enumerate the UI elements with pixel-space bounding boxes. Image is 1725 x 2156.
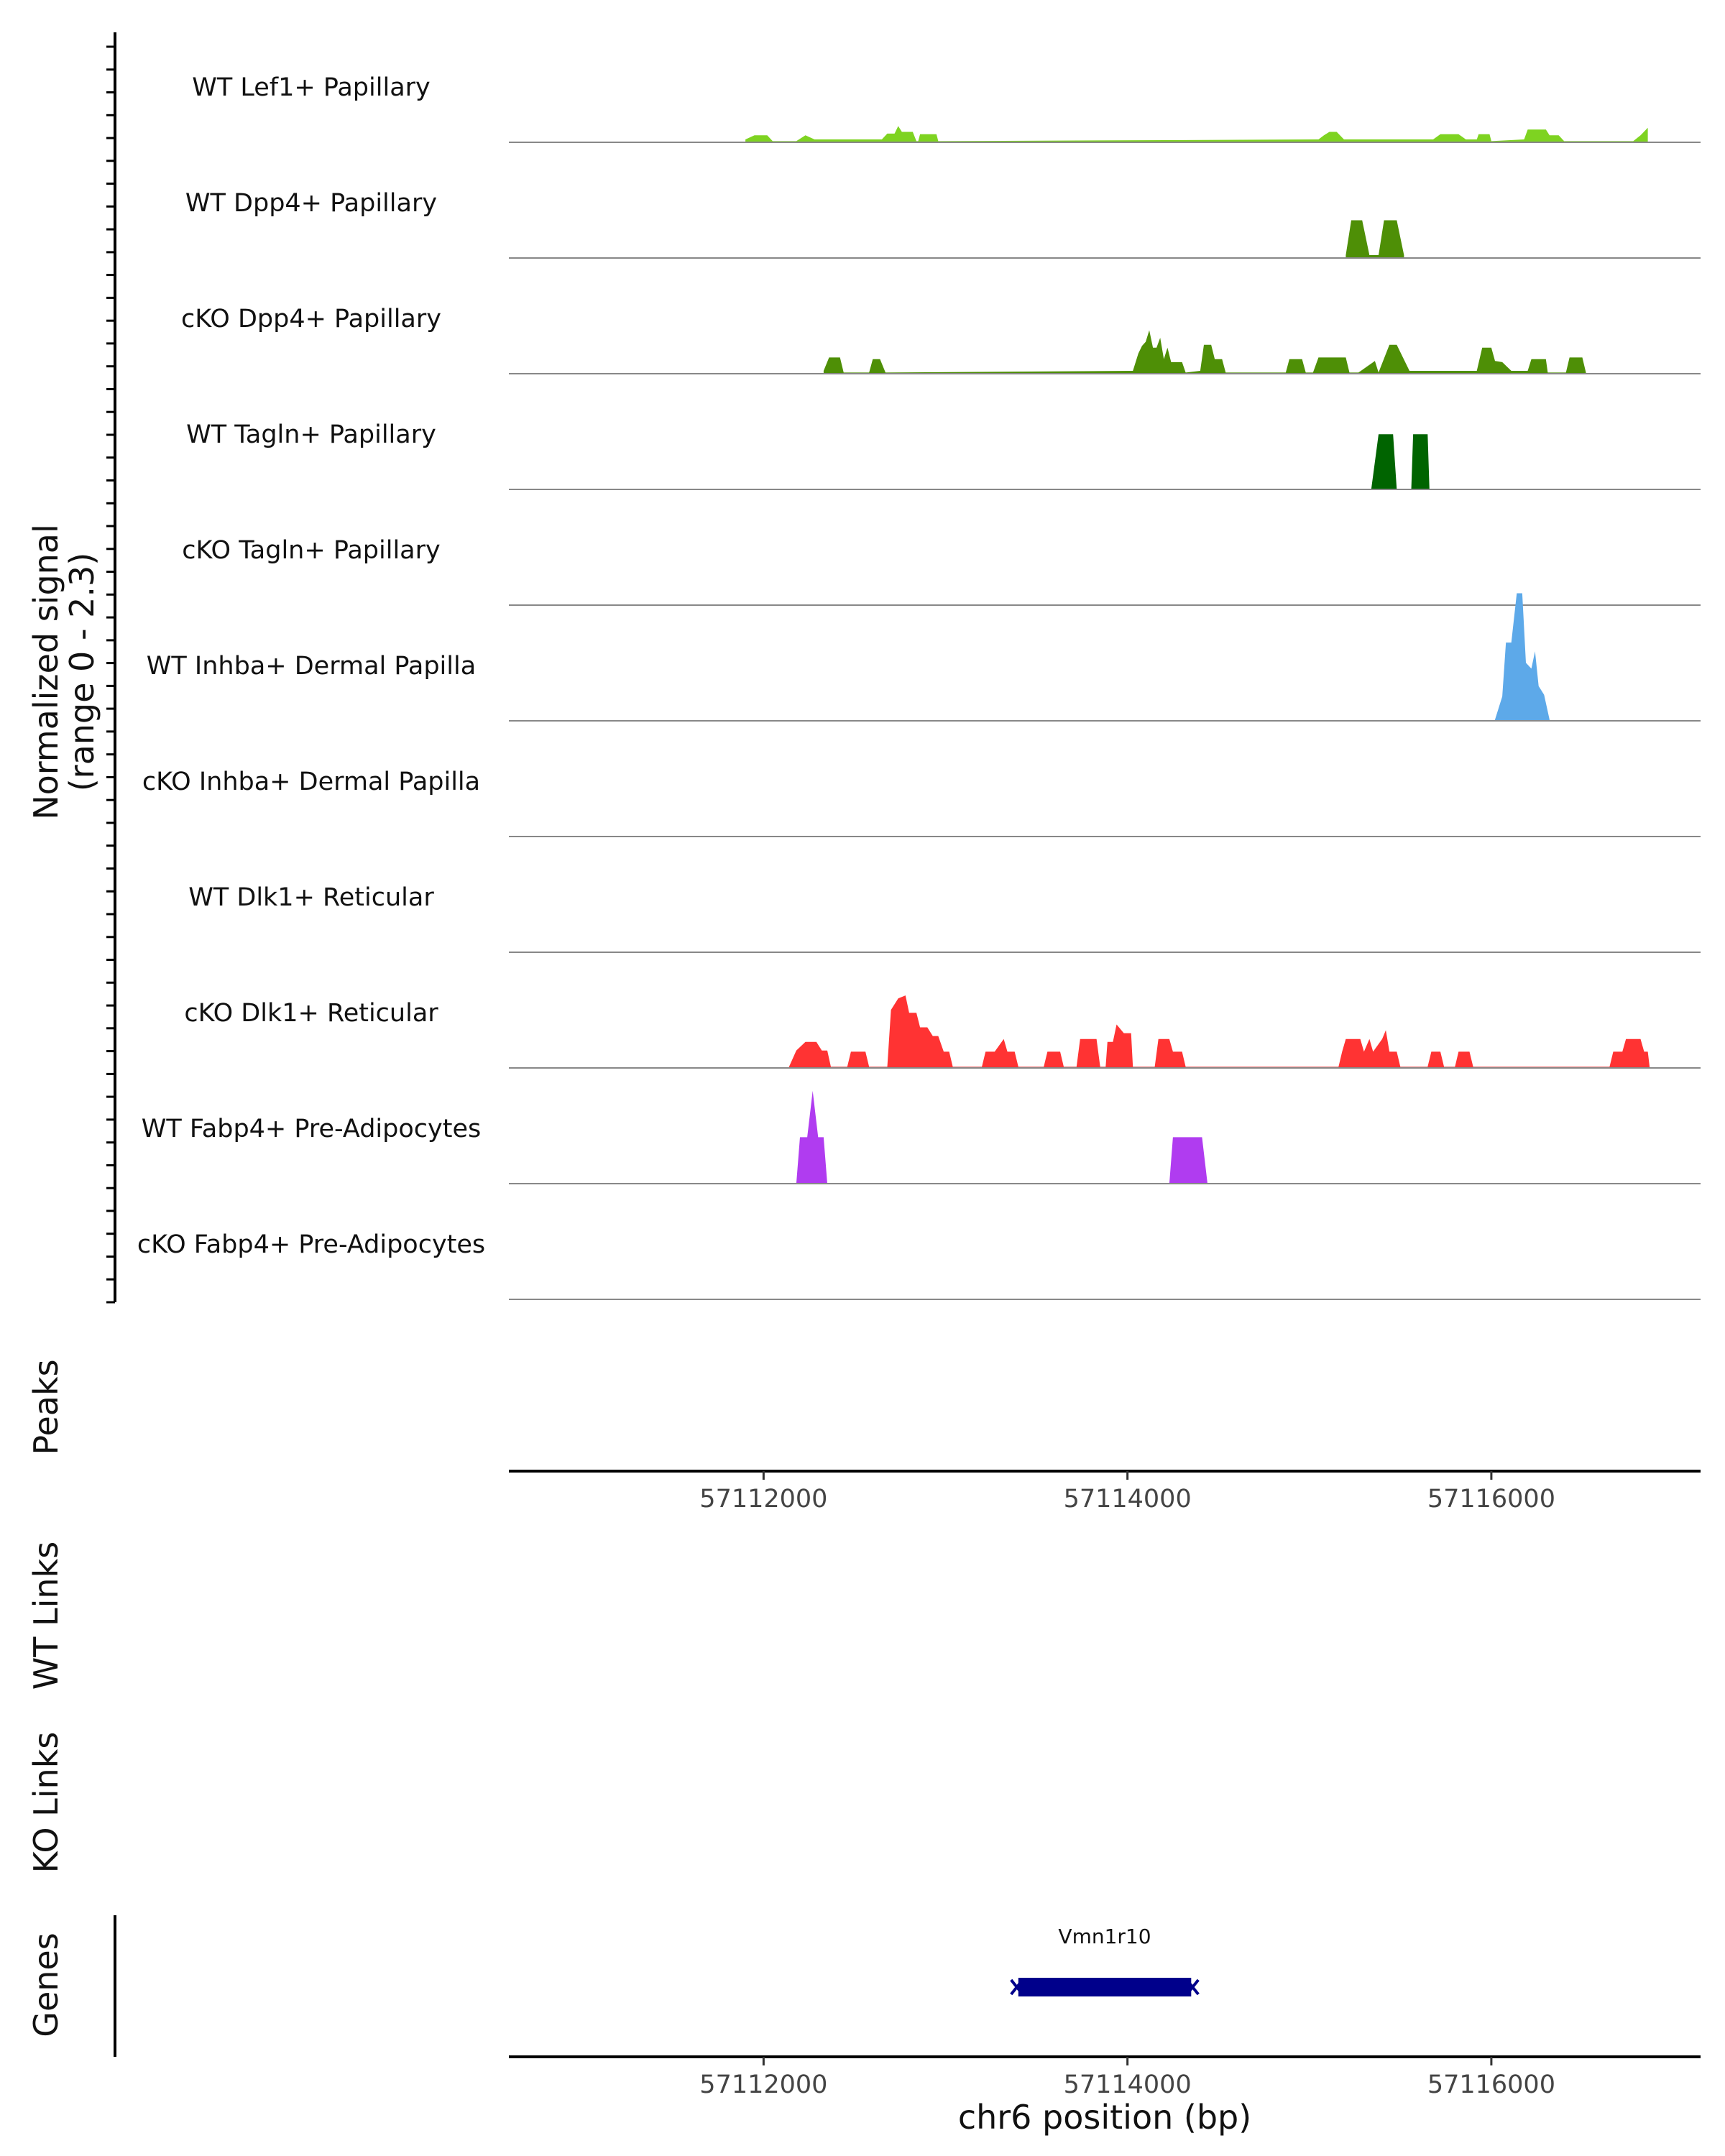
y-axis-label: Normalized signal <box>27 524 65 820</box>
track-wt-fabp4-pre-adipocytes: WT Fabp4+ Pre-Adipocytes <box>142 1090 1701 1184</box>
signal-area <box>788 995 1650 1068</box>
signal-area <box>1346 220 1404 258</box>
x-axis-tick-label: 57114000 <box>1064 1485 1192 1514</box>
y-axis-range-label: (range 0 - 2.3) <box>63 553 101 792</box>
track-label: WT Fabp4+ Pre-Adipocytes <box>142 1115 481 1143</box>
signal-area <box>745 126 1648 142</box>
signal-area <box>796 1090 1208 1184</box>
signal-area <box>1371 434 1430 489</box>
wt-links-panel-label: WT Links <box>27 1542 65 1690</box>
gene-strand-arrow <box>1010 1978 1024 1996</box>
track-label: cKO Inhba+ Dermal Papilla <box>142 768 480 796</box>
track-label: WT Tagln+ Papillary <box>186 420 436 449</box>
genes-panel-label: Genes <box>27 1932 65 2037</box>
track-label: WT Dpp4+ Papillary <box>185 189 437 218</box>
track-cko-dpp4-papillary: cKO Dpp4+ Papillary <box>181 305 1701 374</box>
gene-strand-arrow <box>1185 1978 1200 1996</box>
x-axis-tick-label: 57114000 <box>1064 2070 1192 2099</box>
track-wt-dlk1-reticular: WT Dlk1+ Reticular <box>188 883 1701 953</box>
track-wt-lef1-papillary: WT Lef1+ Papillary <box>192 73 1701 143</box>
track-cko-inhba-dermal-papilla: cKO Inhba+ Dermal Papilla <box>142 768 1701 837</box>
genes-x-axis-ticks: 57112000 57114000 57116000 <box>699 2057 1555 2099</box>
track-label: WT Dlk1+ Reticular <box>188 883 434 912</box>
peaks-x-axis-ticks: 57112000 57114000 57116000 <box>699 1471 1555 1514</box>
coverage-tracks: WT Lef1+ Papillary WT Dpp4+ Papillary cKO … <box>137 73 1701 1300</box>
track-label: WT Lef1+ Papillary <box>192 73 431 102</box>
track-cko-dlk1-reticular: cKO Dlk1+ Reticular <box>184 995 1701 1069</box>
gene-label: Vmn1r10 <box>1058 1925 1151 1948</box>
track-label: cKO Fabp4+ Pre-Adipocytes <box>137 1230 485 1259</box>
track-cko-tagln-papillary: cKO Tagln+ Papillary <box>182 536 1701 606</box>
gene-track: Vmn1r10 <box>1010 1925 1200 1996</box>
ko-links-panel-label: KO Links <box>27 1732 65 1874</box>
x-axis-tick-label: 57112000 <box>699 1485 827 1514</box>
track-cko-fabp4-pre-adipocytes: cKO Fabp4+ Pre-Adipocytes <box>137 1230 1701 1300</box>
track-label: cKO Dpp4+ Papillary <box>181 305 441 333</box>
x-axis-tick-label: 57116000 <box>1427 1485 1555 1514</box>
track-wt-tagln-papillary: WT Tagln+ Papillary <box>186 420 1701 490</box>
track-label: cKO Dlk1+ Reticular <box>184 999 438 1028</box>
x-axis-tick-label: 57116000 <box>1427 2070 1555 2099</box>
signal-area <box>823 330 1586 374</box>
peaks-panel-label: Peaks <box>27 1359 65 1455</box>
x-axis-tick-label: 57112000 <box>699 2070 827 2099</box>
x-axis-label: chr6 position (bp) <box>958 2098 1251 2137</box>
track-wt-dpp4-papillary: WT Dpp4+ Papillary <box>185 189 1701 259</box>
gene-body <box>1018 1978 1192 1996</box>
signal-area <box>1495 593 1550 721</box>
track-wt-inhba-dermal-papilla: WT Inhba+ Dermal Papilla <box>147 593 1701 722</box>
track-label: WT Inhba+ Dermal Papilla <box>147 652 476 681</box>
signal-y-axis <box>106 32 116 1304</box>
track-label: cKO Tagln+ Papillary <box>182 536 441 565</box>
